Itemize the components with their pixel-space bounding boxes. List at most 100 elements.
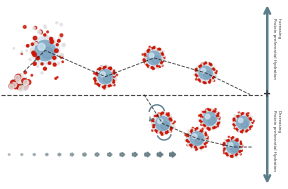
Circle shape [18,86,23,91]
Circle shape [199,66,200,67]
Circle shape [187,129,207,149]
Circle shape [237,153,238,155]
Circle shape [192,134,197,139]
Circle shape [205,146,206,147]
Circle shape [97,84,98,85]
Circle shape [151,125,153,126]
Circle shape [211,128,213,129]
Circle shape [146,50,147,52]
Circle shape [238,113,240,115]
Circle shape [239,130,240,132]
Circle shape [174,121,175,122]
Circle shape [200,147,202,149]
Circle shape [108,86,110,87]
Circle shape [145,63,147,64]
Circle shape [22,78,27,83]
Circle shape [202,113,203,115]
Circle shape [230,155,232,157]
Circle shape [35,40,55,60]
Circle shape [192,127,194,129]
Circle shape [205,62,206,64]
Circle shape [213,69,215,70]
Circle shape [223,150,225,151]
Circle shape [200,118,202,120]
Circle shape [210,80,211,81]
Circle shape [94,80,96,82]
Circle shape [241,145,242,146]
Circle shape [96,72,97,74]
Circle shape [223,144,225,146]
Circle shape [171,121,173,123]
Circle shape [169,115,171,117]
Circle shape [195,136,203,144]
Circle shape [202,146,204,148]
Circle shape [212,68,213,69]
Circle shape [41,72,43,74]
Circle shape [113,81,115,83]
Circle shape [114,84,115,86]
Circle shape [193,146,194,148]
Circle shape [153,114,172,133]
Circle shape [57,77,58,78]
Circle shape [113,72,115,74]
Circle shape [250,119,252,120]
Circle shape [42,47,53,59]
Circle shape [98,84,100,86]
Circle shape [237,131,238,132]
Circle shape [196,128,198,129]
Circle shape [247,115,248,116]
Circle shape [233,124,234,125]
Circle shape [249,129,251,130]
Circle shape [223,152,225,153]
Circle shape [206,142,207,143]
Circle shape [238,140,239,142]
Circle shape [144,53,146,55]
Circle shape [214,111,216,112]
Circle shape [12,82,17,88]
Circle shape [155,66,157,68]
Circle shape [13,47,15,49]
Circle shape [55,78,57,79]
Circle shape [190,132,204,146]
Circle shape [149,48,151,50]
Circle shape [240,141,241,143]
FancyArrow shape [95,153,99,156]
Circle shape [171,126,173,128]
Circle shape [242,130,244,131]
Circle shape [153,47,155,49]
Circle shape [226,153,227,154]
Circle shape [33,53,36,56]
Circle shape [162,112,164,114]
Circle shape [13,82,18,87]
Circle shape [57,62,60,65]
Circle shape [142,54,143,55]
Circle shape [197,64,214,82]
Circle shape [39,30,42,33]
Circle shape [201,124,202,125]
Circle shape [215,76,217,77]
Circle shape [107,66,108,67]
Circle shape [196,148,198,149]
Circle shape [113,80,115,81]
Circle shape [161,64,162,66]
Circle shape [157,49,158,50]
Circle shape [99,86,100,88]
Circle shape [194,146,196,148]
Circle shape [164,133,166,135]
Circle shape [103,67,105,69]
Circle shape [99,68,101,70]
Circle shape [252,122,253,123]
Circle shape [18,74,23,79]
Circle shape [196,63,215,83]
Circle shape [166,133,167,134]
Circle shape [234,113,252,132]
Circle shape [238,112,240,113]
Circle shape [202,144,204,146]
Circle shape [185,134,186,136]
Circle shape [162,61,163,62]
Circle shape [237,130,238,131]
Circle shape [205,82,206,83]
Circle shape [105,66,106,68]
Circle shape [225,139,241,155]
Circle shape [241,121,248,128]
